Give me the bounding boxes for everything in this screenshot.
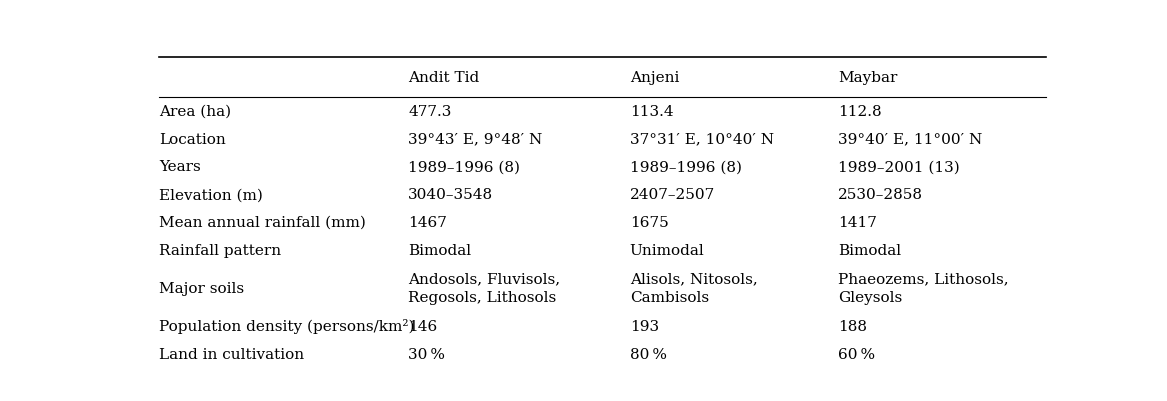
Text: Land in cultivation: Land in cultivation — [160, 347, 305, 361]
Text: Cambisols: Cambisols — [630, 290, 708, 304]
Text: Maybar: Maybar — [838, 71, 897, 85]
Text: 193: 193 — [630, 319, 659, 333]
Text: 1989–1996 (8): 1989–1996 (8) — [408, 160, 520, 174]
Text: 1675: 1675 — [630, 216, 669, 229]
Text: Regosols, Lithosols: Regosols, Lithosols — [408, 290, 557, 304]
Text: 37°31′ E, 10°40′ N: 37°31′ E, 10°40′ N — [630, 132, 774, 146]
Text: 3040–3548: 3040–3548 — [408, 188, 494, 202]
Text: Phaeozems, Lithosols,: Phaeozems, Lithosols, — [838, 272, 1008, 286]
Text: 1989–2001 (13): 1989–2001 (13) — [838, 160, 959, 174]
Text: 60 %: 60 % — [838, 347, 875, 361]
Text: Major soils: Major soils — [160, 281, 245, 295]
Text: 146: 146 — [408, 319, 438, 333]
Text: Gleysols: Gleysols — [838, 290, 902, 304]
Text: Population density (persons/km²): Population density (persons/km²) — [160, 318, 415, 334]
Text: 30 %: 30 % — [408, 347, 445, 361]
Text: Location: Location — [160, 132, 226, 146]
Text: Area (ha): Area (ha) — [160, 104, 231, 118]
Text: 2530–2858: 2530–2858 — [838, 188, 923, 202]
Text: 1467: 1467 — [408, 216, 447, 229]
Text: 39°40′ E, 11°00′ N: 39°40′ E, 11°00′ N — [838, 132, 981, 146]
Text: Rainfall pattern: Rainfall pattern — [160, 243, 281, 257]
Text: Bimodal: Bimodal — [408, 243, 471, 257]
Text: 1417: 1417 — [838, 216, 876, 229]
Text: Unimodal: Unimodal — [630, 243, 705, 257]
Text: 477.3: 477.3 — [408, 104, 452, 118]
Text: 1989–1996 (8): 1989–1996 (8) — [630, 160, 742, 174]
Text: 112.8: 112.8 — [838, 104, 881, 118]
Text: 39°43′ E, 9°48′ N: 39°43′ E, 9°48′ N — [408, 132, 543, 146]
Text: Years: Years — [160, 160, 201, 174]
Text: Alisols, Nitosols,: Alisols, Nitosols, — [630, 272, 757, 286]
Text: Anjeni: Anjeni — [630, 71, 679, 85]
Text: Andit Tid: Andit Tid — [408, 71, 480, 85]
Text: Elevation (m): Elevation (m) — [160, 188, 264, 202]
Text: 2407–2507: 2407–2507 — [630, 188, 715, 202]
Text: 80 %: 80 % — [630, 347, 666, 361]
Text: Bimodal: Bimodal — [838, 243, 901, 257]
Text: 113.4: 113.4 — [630, 104, 673, 118]
Text: Mean annual rainfall (mm): Mean annual rainfall (mm) — [160, 216, 366, 229]
Text: Andosols, Fluvisols,: Andosols, Fluvisols, — [408, 272, 560, 286]
Text: 188: 188 — [838, 319, 867, 333]
